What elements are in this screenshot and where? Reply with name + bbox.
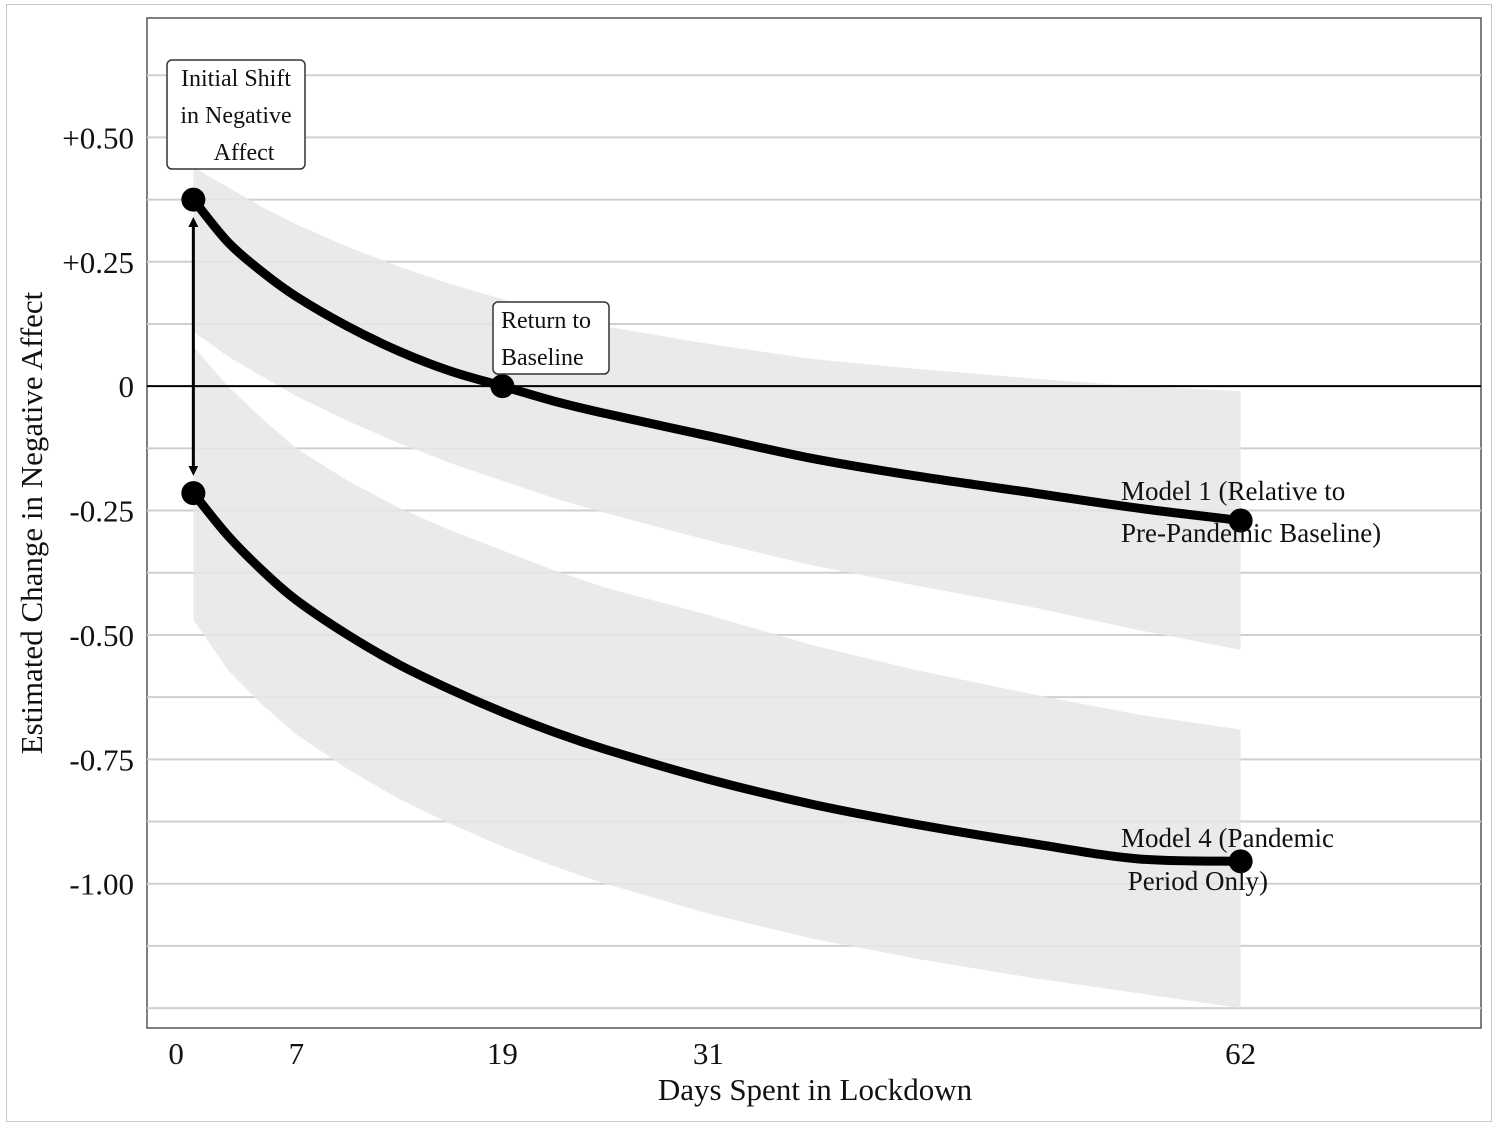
- series-line-model4: [188, 488, 1246, 866]
- y-tick-labels: +0.50 +0.25 0 -0.25 -0.50 -0.75 -1.00: [62, 120, 134, 901]
- series-lines: [188, 195, 1246, 866]
- y-axis-title: Estimated Change in Negative Affect: [14, 291, 49, 754]
- series-points: [181, 187, 1253, 874]
- confidence-bands: [193, 167, 1241, 1009]
- point-model1-baseline-return: [490, 374, 515, 399]
- x-tick-label: 19: [487, 1036, 518, 1071]
- model1-label-line-2: Pre-Pandemic Baseline): [1121, 518, 1381, 548]
- point-model4-end: [1228, 849, 1253, 874]
- x-tick-label: 7: [289, 1036, 305, 1071]
- model4-label-line-2: Period Only): [1121, 866, 1268, 896]
- model1-label-line-1: Model 1 (Relative to: [1121, 476, 1345, 506]
- x-axis-title: Days Spent in Lockdown: [658, 1072, 973, 1107]
- point-model1-start: [181, 187, 206, 212]
- return-to-baseline-annotation: Return to Baseline: [492, 301, 610, 375]
- x-tick-label: 62: [1225, 1036, 1256, 1071]
- y-tick-label: +0.25: [62, 245, 134, 280]
- model4-label: Model 4 (Pandemic Period Only): [1121, 823, 1334, 896]
- y-tick-label: -0.75: [69, 742, 134, 777]
- initial-shift-box: [166, 59, 306, 170]
- x-tick-label: 0: [168, 1036, 184, 1071]
- y-tick-label: -0.50: [69, 618, 134, 653]
- y-tick-label: -0.25: [69, 494, 134, 529]
- initial-shift-line-2: in Negative: [180, 103, 291, 129]
- y-tick-label: -1.00: [69, 867, 134, 902]
- initial-shift-line-3: Affect: [214, 140, 275, 166]
- x-tick-label: 31: [693, 1036, 724, 1071]
- initial-shift-annotation: Initial Shift in Negative Affect: [166, 59, 306, 170]
- point-model1-end: [1228, 508, 1253, 533]
- model1-label: Model 1 (Relative to Pre-Pandemic Baseli…: [1121, 476, 1381, 548]
- x-tick-labels: 0 7 19 31 62: [168, 1036, 1256, 1071]
- return-to-baseline-box: [492, 301, 610, 375]
- return-to-baseline-line-2: Baseline: [501, 345, 584, 371]
- point-model4-start: [181, 481, 206, 506]
- y-tick-label: 0: [119, 369, 135, 404]
- series-line-model1: [188, 195, 1246, 526]
- initial-shift-line-1: Initial Shift: [181, 66, 291, 92]
- confidence-band-model1: [193, 167, 1241, 650]
- confidence-band-model4: [193, 346, 1241, 1009]
- model4-label-line-1: Model 4 (Pandemic: [1121, 823, 1334, 853]
- return-to-baseline-line-1: Return to: [501, 308, 591, 334]
- y-tick-label: +0.50: [62, 120, 134, 155]
